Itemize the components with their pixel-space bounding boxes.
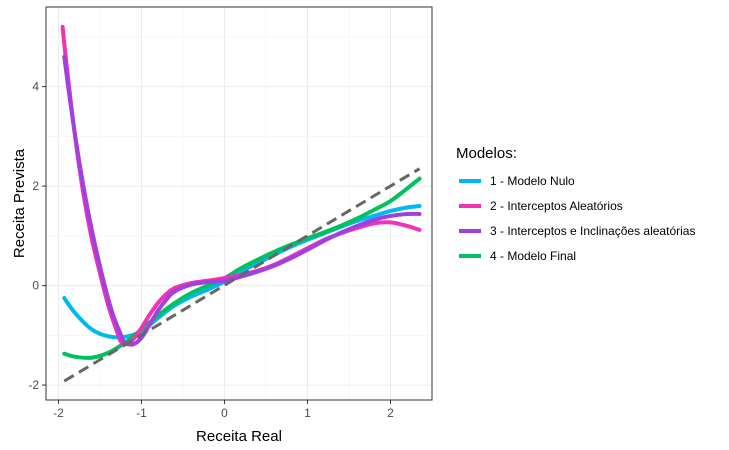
x-tick-label: -2 (53, 406, 64, 420)
y-axis: -2 0 2 4 (28, 80, 46, 392)
y-tick-label: 0 (32, 279, 39, 293)
x-tick-label: 1 (304, 406, 311, 420)
reference-line-layer (63, 167, 421, 383)
legend-label-1: 1 - Modelo Nulo (490, 174, 575, 188)
y-tick-label: -2 (28, 378, 39, 392)
legend-items: 1 - Modelo Nulo 2 - Interceptos Aleatório… (459, 174, 695, 263)
x-tick-label: 2 (387, 406, 394, 420)
reference-line (63, 167, 421, 383)
series-layer (60, 24, 422, 360)
plot-panel-border (45, 6, 433, 401)
x-axis: -2 -1 0 1 2 (53, 400, 394, 420)
legend-label-4: 4 - Modelo Final (490, 249, 576, 263)
legend-label-2: 2 - Interceptos Aleatórios (490, 199, 623, 213)
y-tick-label: 2 (32, 179, 39, 193)
y-tick-label: 4 (32, 80, 39, 94)
legend-title: Modelos: (456, 145, 517, 162)
y-axis-title: Receita Prevista (11, 148, 28, 258)
legend: Modelos: 1 - Modelo Nulo 2 - Interceptos … (456, 145, 695, 263)
x-axis-title: Receita Real (196, 428, 282, 445)
x-tick-label: 0 (221, 406, 228, 420)
series-line-3 (62, 54, 422, 347)
legend-label-3: 3 - Interceptos e Inclinações aleatórias (490, 224, 695, 238)
x-tick-label: -1 (136, 406, 147, 420)
series-line-4 (62, 176, 422, 360)
